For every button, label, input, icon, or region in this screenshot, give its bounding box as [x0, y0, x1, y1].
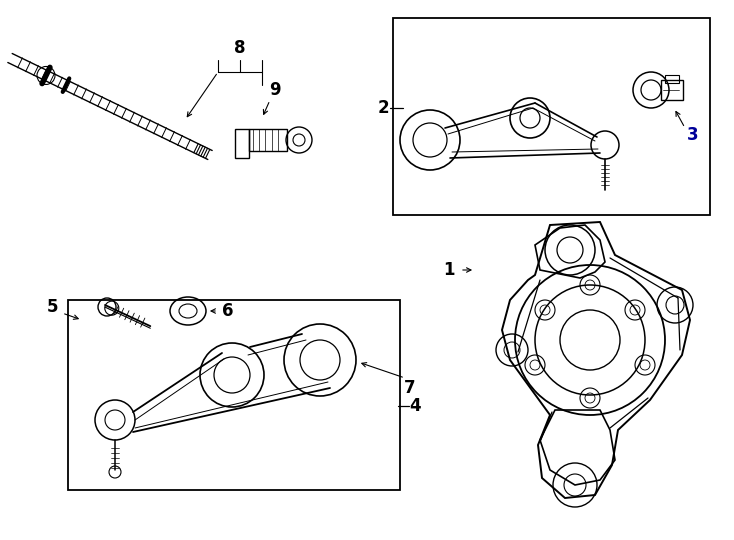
- Text: 8: 8: [234, 39, 246, 57]
- Text: 4: 4: [409, 397, 421, 415]
- Bar: [249, 129, 287, 151]
- Text: 9: 9: [269, 81, 281, 99]
- Bar: [393, 18, 710, 215]
- Text: 5: 5: [46, 298, 58, 316]
- Bar: [665, 75, 679, 83]
- Bar: [661, 80, 683, 100]
- Text: 1: 1: [443, 261, 455, 279]
- Bar: [235, 129, 249, 158]
- Bar: [68, 300, 400, 490]
- Text: 2: 2: [377, 99, 389, 117]
- Text: 7: 7: [404, 379, 416, 397]
- Text: 6: 6: [222, 302, 233, 320]
- Text: 3: 3: [687, 126, 699, 144]
